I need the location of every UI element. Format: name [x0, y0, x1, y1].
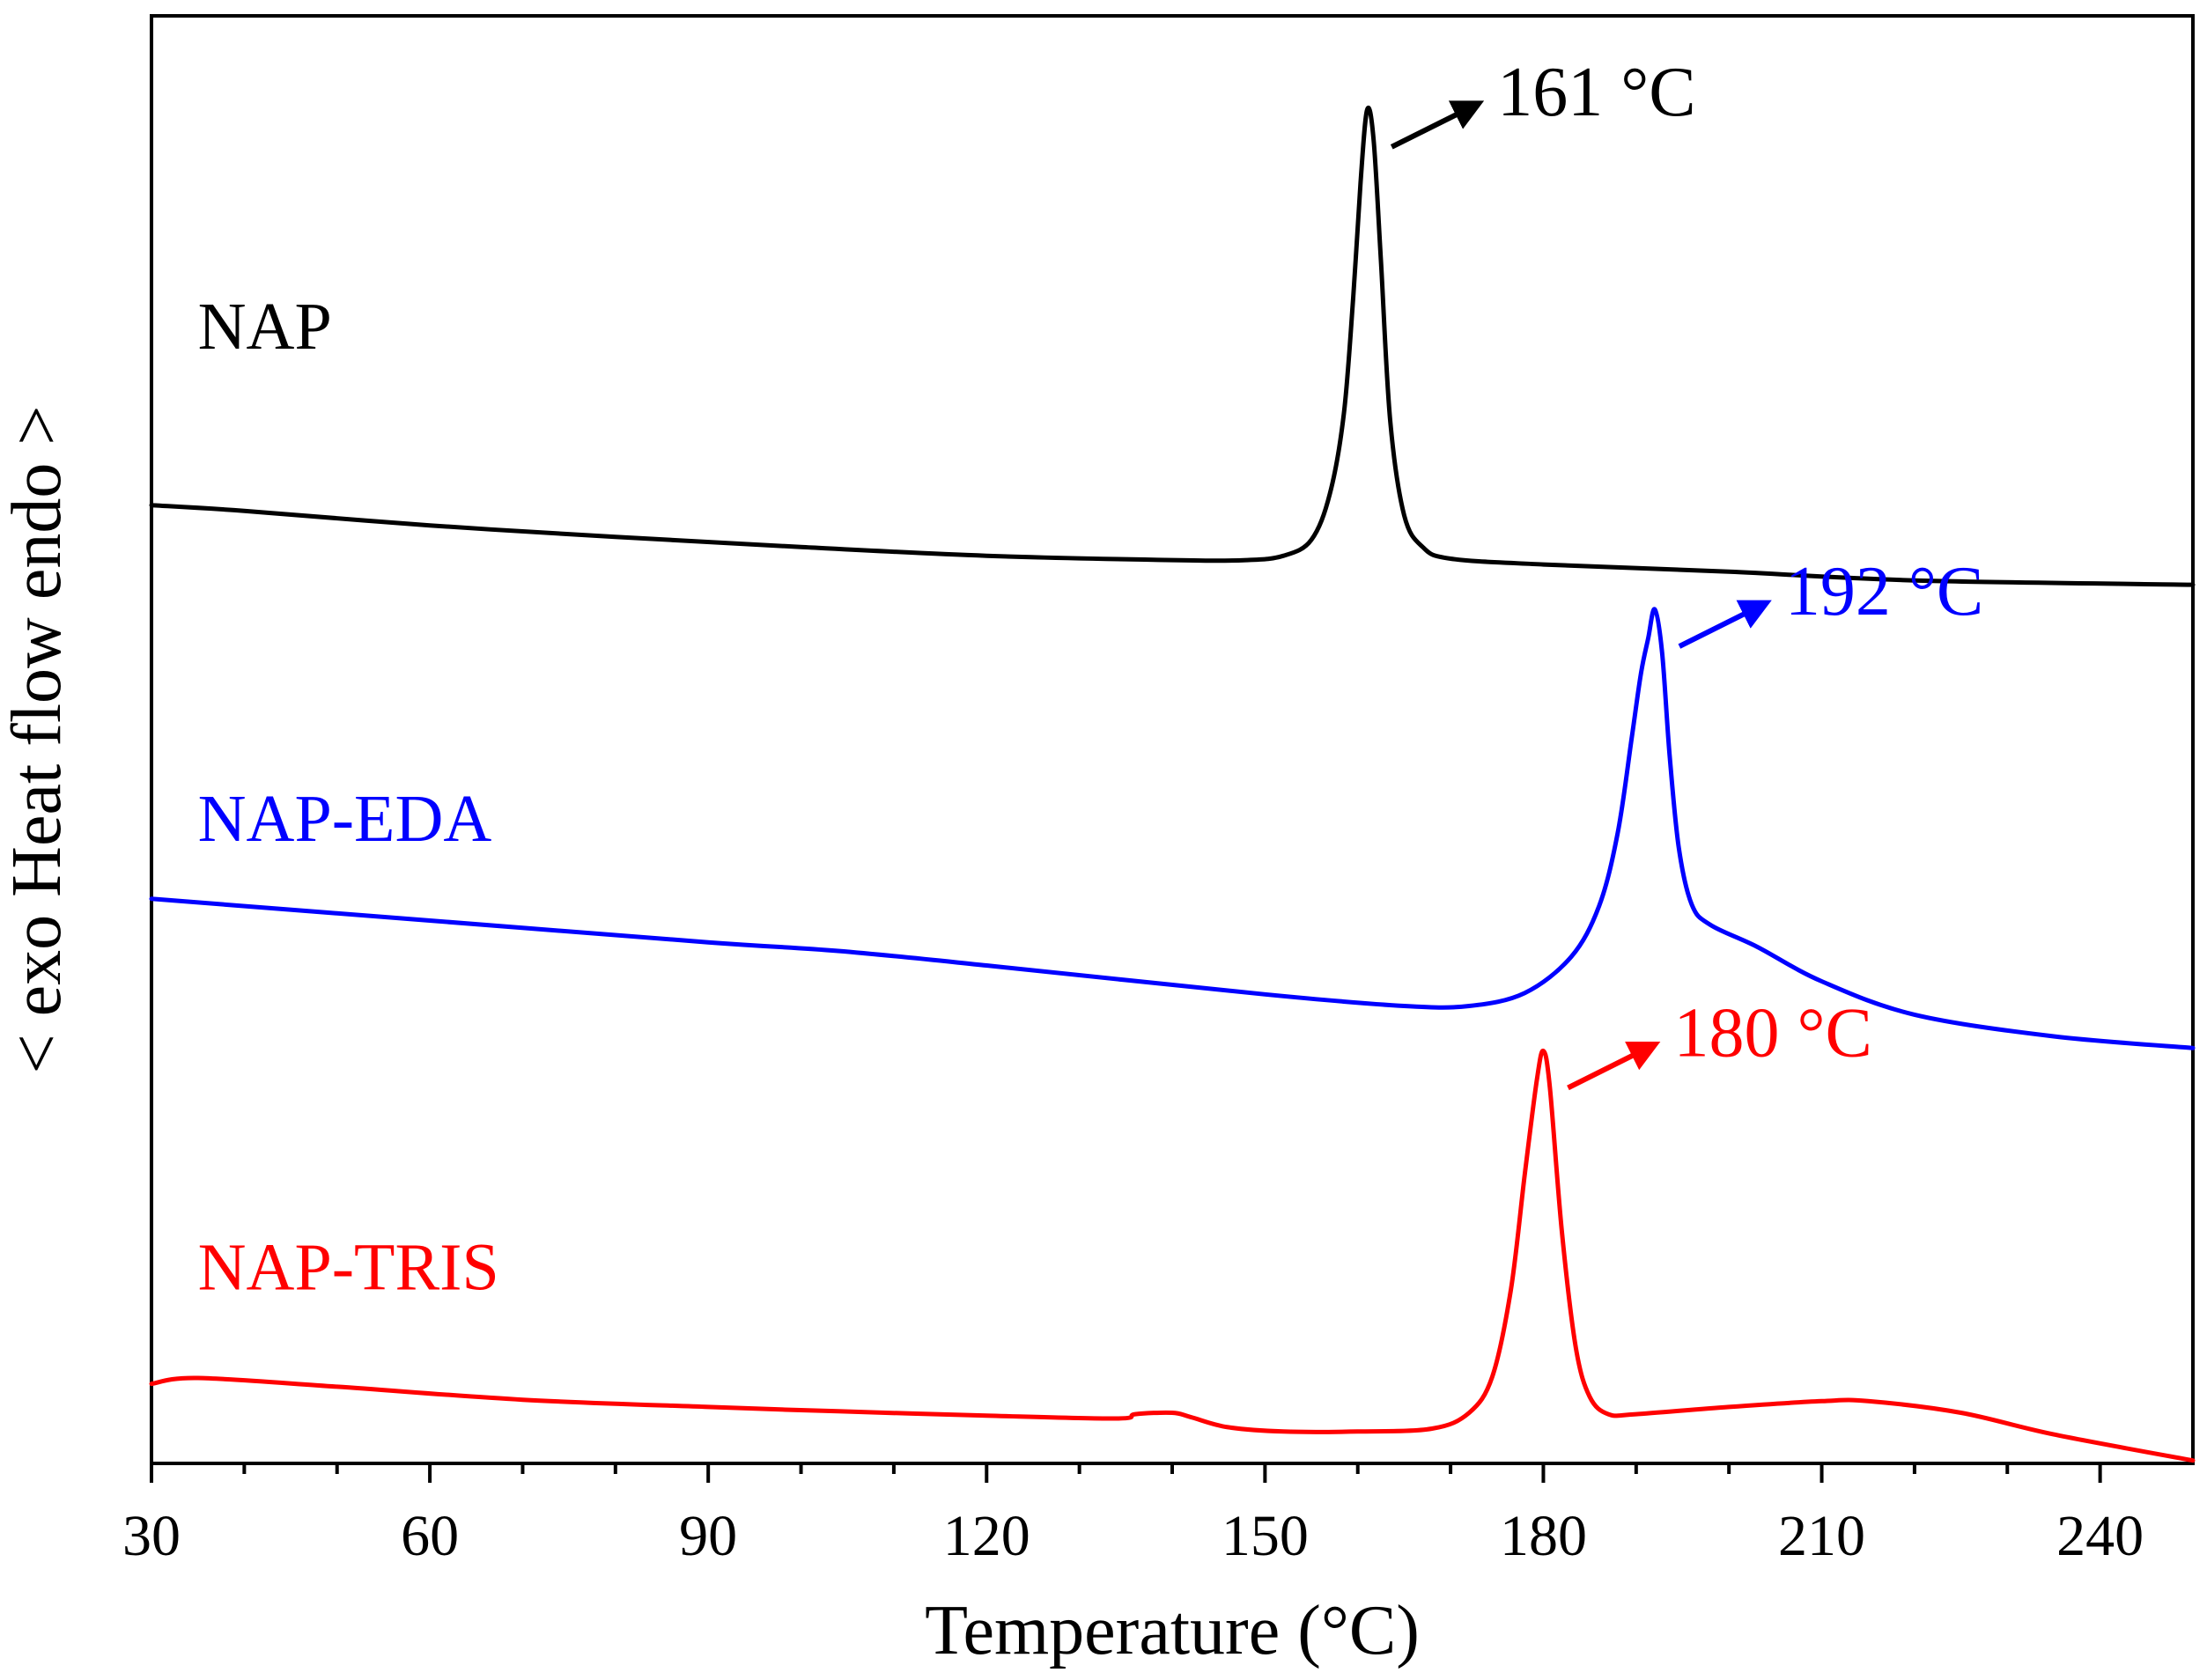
x-tick-label: 240 — [2056, 1504, 2144, 1568]
series-line-nap-eda — [149, 607, 2196, 1050]
x-tick-label: 150 — [1222, 1504, 1309, 1568]
series-label-nap-tris: NAP-TRIS — [198, 1231, 499, 1305]
x-tick-label: 180 — [1500, 1504, 1587, 1568]
x-tick-label: 60 — [401, 1504, 459, 1568]
peak-label-nap: 161 °C — [1497, 54, 1695, 131]
annotations: NAP 161 °C NAP-EDA 192 °C NAP-TRIS 180 °C — [198, 54, 1984, 1305]
series-label-nap-eda: NAP-EDA — [198, 782, 492, 856]
series-line-nap — [149, 105, 2196, 587]
peak-arrow-nap-tris — [1567, 1042, 1661, 1091]
series-label-nap: NAP — [198, 290, 332, 364]
x-tick-label: 120 — [943, 1504, 1030, 1568]
peak-arrow-nap-eda — [1678, 600, 1772, 649]
x-axis-label: Temperature (°C) — [925, 1592, 1420, 1669]
series-line-nap-tris — [149, 1049, 2196, 1463]
series-layer — [149, 105, 2196, 1463]
peak-arrow-nap — [1390, 100, 1485, 150]
x-axis-ticks: 30 60 90 120 150 180 210 240 — [122, 1463, 2144, 1568]
peak-label-nap-tris: 180 °C — [1673, 994, 1871, 1072]
x-tick-label: 30 — [122, 1504, 181, 1568]
x-tick-label: 210 — [1778, 1504, 1865, 1568]
peak-label-nap-eda: 192 °C — [1785, 553, 1983, 630]
x-tick-label: 90 — [679, 1504, 737, 1568]
y-axis-label: < exo Heat flow endo > — [0, 406, 76, 1074]
